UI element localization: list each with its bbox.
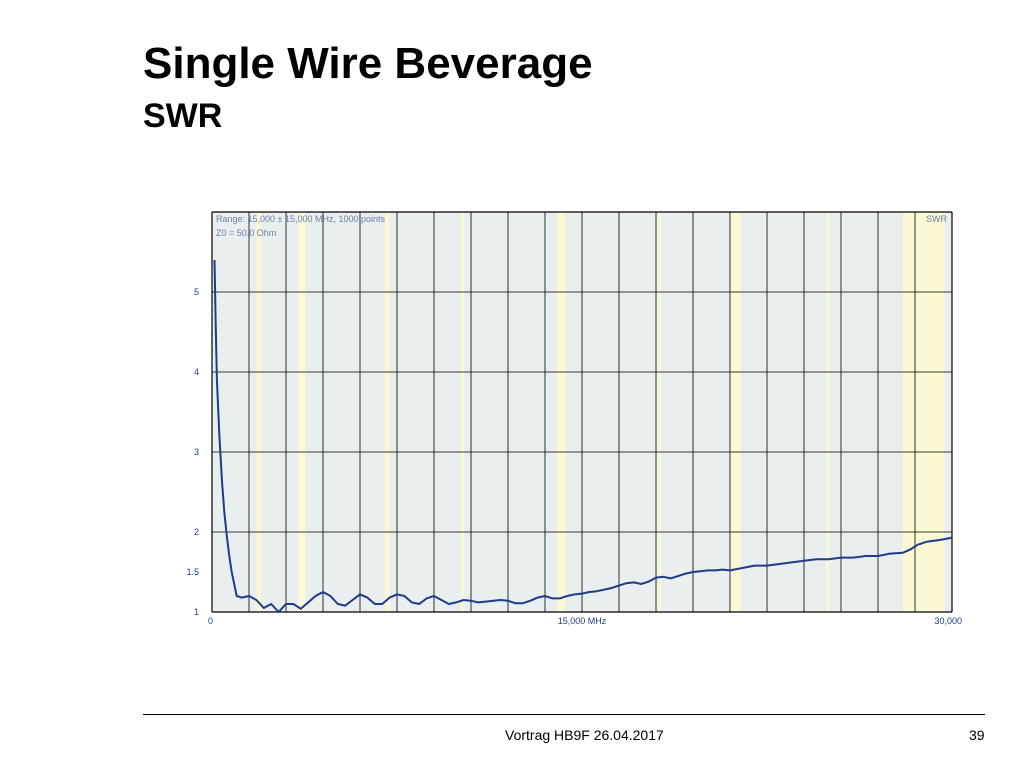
amateur-band-7 [825, 212, 829, 612]
amateur-band-3 [461, 212, 465, 612]
amateur-band-6 [730, 212, 742, 612]
amateur-band-5 [657, 212, 661, 612]
chart-info-range: Range: 15,000 ± 15,000 MHz, 1000 points [216, 214, 386, 224]
y-tick-label: 4 [194, 367, 199, 377]
chart-info-z0: Z0 = 50.0 Ohm [216, 228, 276, 238]
series-line-swr [213, 259, 953, 613]
y-tick-label: 1 [194, 607, 199, 617]
x-tick-label: 0 [208, 616, 213, 626]
amateur-band-4 [557, 212, 566, 612]
x-tick-label: 15,000 MHz [558, 616, 607, 626]
chart-svg: 5 4 3 2 1.5 10 15,000 MHz 30,000 Range: 15,000 … [186, 211, 962, 626]
footer-divider [143, 714, 985, 715]
y-tick-label: 5 [194, 287, 199, 297]
slide-subtitle: SWR [143, 97, 223, 135]
x-tick-label: 30,000 [934, 616, 962, 626]
slide-title: Single Wire Beverage [143, 39, 593, 88]
amateur-band-8 [902, 212, 945, 612]
swr-chart: 5 4 3 2 1.5 1 0 15,000 MHz 30,000 Range: 15,000 … [180, 200, 970, 640]
amateur-band-0 [256, 212, 262, 612]
amateur-band-1 [298, 212, 306, 612]
y-tick-label: 2 [194, 527, 199, 537]
page-number: 39 [969, 727, 985, 743]
amateur-band-2 [384, 212, 390, 612]
footer-text: Vortrag HB9F 26.04.2017 [505, 727, 664, 743]
chart-legend-swr: SWR [926, 214, 947, 224]
y-tick-label: 3 [194, 447, 199, 457]
y-tick-label: 1.5 [186, 567, 199, 577]
